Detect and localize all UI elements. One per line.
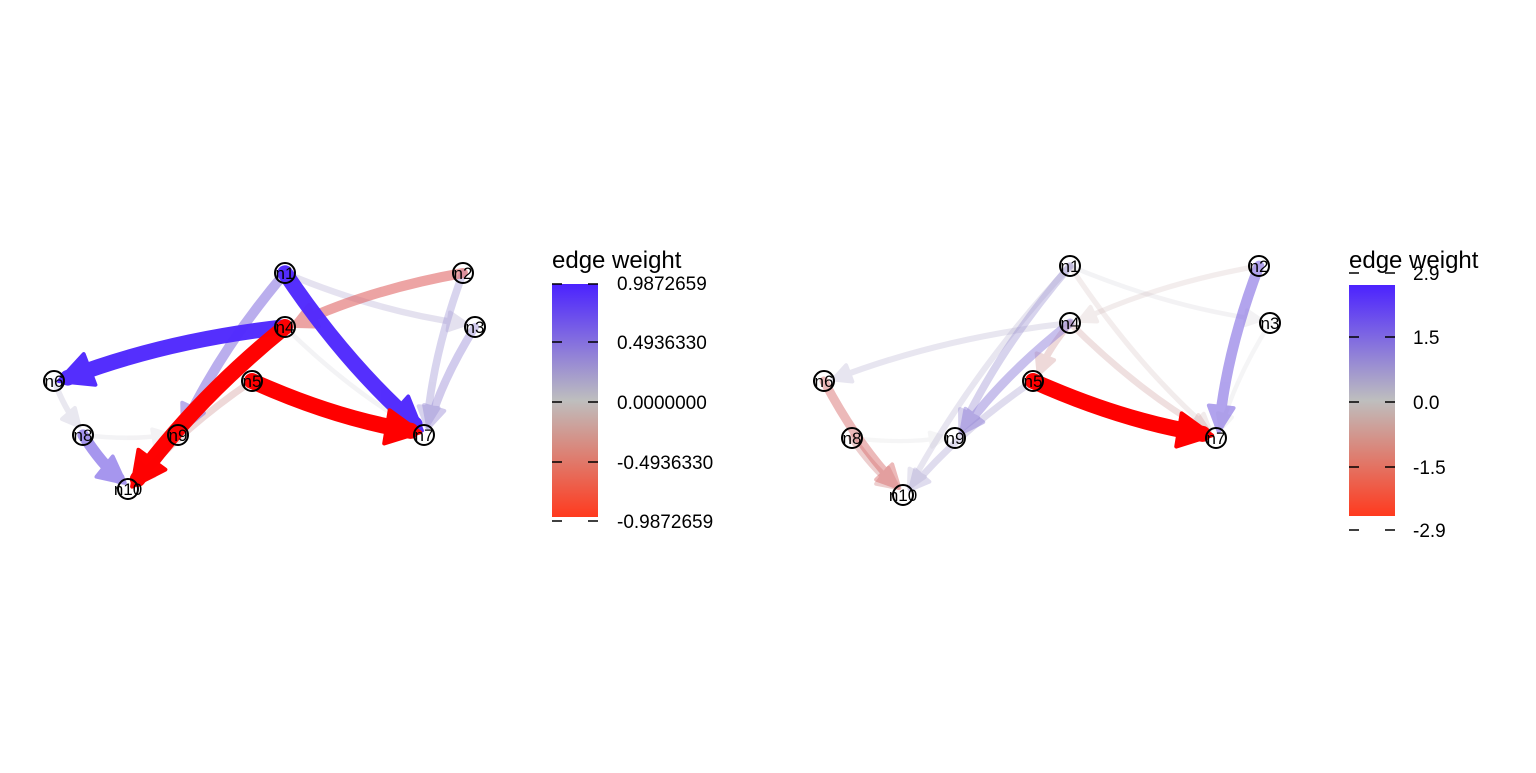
legend-tick-label: 2.9 <box>1413 264 1439 285</box>
node-n8: n8 <box>841 427 863 449</box>
node-n3: n3 <box>464 316 486 338</box>
edge-n1-n3 <box>281 269 469 333</box>
network-panel-right: n1 n2 n3 n4 n5 n6 n7 n8 n9 n10 edge weight 2.9 1.… <box>813 247 1479 542</box>
node-label: n4 <box>276 318 295 337</box>
legend-tick-label: -2.9 <box>1413 521 1446 542</box>
node-label: n9 <box>169 426 188 445</box>
node-layer: n1 n2 n3 n4 n5 n6 n7 n8 n9 n10 <box>813 255 1281 506</box>
node-label: n2 <box>1250 257 1269 276</box>
edge-n4-n6 <box>56 319 293 387</box>
node-label: n5 <box>243 372 262 391</box>
edge-n6-n8 <box>51 378 82 429</box>
node-label: n4 <box>1061 314 1080 333</box>
edge-n4-n10 <box>129 319 293 489</box>
legend-left: edge weight 0.9872659 0.4936330 0.000000… <box>552 247 713 533</box>
edge-n6-n10 <box>819 376 902 491</box>
legend-title: edge weight <box>552 247 682 274</box>
node-n7: n7 <box>1205 427 1227 449</box>
node-label: n9 <box>946 429 965 448</box>
node-label: n7 <box>1207 429 1226 448</box>
node-label: n8 <box>843 429 862 448</box>
edge-n1-n9 <box>958 262 1074 434</box>
node-label: n2 <box>454 264 473 283</box>
edge-n4-n6 <box>830 319 1074 384</box>
node-label: n3 <box>1261 314 1280 333</box>
legend-ticks <box>552 283 598 522</box>
edge-n2-n7 <box>416 269 467 430</box>
node-label: n6 <box>45 372 64 391</box>
node-label: n10 <box>114 480 142 499</box>
legend-colorbar <box>552 284 598 517</box>
node-layer: n1 n2 n3 n4 n5 n6 n7 n8 n9 n10 <box>43 262 486 500</box>
edge-n5-n10 <box>908 377 1037 492</box>
node-n5: n5 <box>241 370 263 392</box>
node-n10: n10 <box>114 478 142 500</box>
legend-title: edge weight <box>1349 247 1479 274</box>
edge-layer <box>819 260 1273 492</box>
node-n3: n3 <box>1259 312 1281 334</box>
node-n6: n6 <box>43 370 65 392</box>
node-n1: n1 <box>274 262 296 284</box>
node-label: n8 <box>74 426 93 445</box>
edge-n5-n7 <box>1025 373 1215 449</box>
edge-n8-n10 <box>77 429 127 485</box>
edge-layer <box>51 265 480 489</box>
node-n4: n4 <box>1059 312 1081 334</box>
node-n2: n2 <box>452 262 474 284</box>
legend-tick-label: 0.4936330 <box>617 333 707 354</box>
node-n9: n9 <box>944 427 966 449</box>
legend-right: edge weight 2.9 1.5 0.0 -1.5 -2.9 <box>1349 247 1479 542</box>
node-label: n1 <box>276 264 295 283</box>
node-n5: n5 <box>1022 370 1044 392</box>
node-label: n1 <box>1061 257 1080 276</box>
node-label: n5 <box>1024 372 1043 391</box>
node-n1: n1 <box>1059 255 1081 277</box>
edge-n3-n7 <box>422 322 480 431</box>
edge-n2-n4 <box>1077 263 1262 324</box>
edge-n8-n9 <box>80 427 171 447</box>
node-n2: n2 <box>1248 255 1270 277</box>
node-n10: n10 <box>889 484 917 506</box>
legend-ticks <box>1349 272 1395 531</box>
edge-n2-n7 <box>1206 260 1265 434</box>
node-label: n7 <box>415 426 434 445</box>
edge-n4-n5 <box>1034 319 1074 377</box>
legend-tick-label: 0.0 <box>1413 393 1439 414</box>
edge-n8-n10 <box>848 434 901 491</box>
legend-tick-label: 1.5 <box>1413 328 1439 349</box>
legend-tick-label: 0.9872659 <box>617 274 707 295</box>
node-n7: n7 <box>413 424 435 446</box>
legend-tick-label: 0.0000000 <box>617 393 707 414</box>
edge-n1-n10 <box>906 262 1074 491</box>
edge-n5-n7 <box>243 372 423 446</box>
node-n4: n4 <box>274 316 296 338</box>
node-label: n6 <box>815 372 834 391</box>
network-panel-left: n1 n2 n3 n4 n5 n6 n7 n8 n9 n10 edge weight 0.9872… <box>43 247 713 533</box>
legend-tick-label: -0.9872659 <box>617 512 713 533</box>
node-n9: n9 <box>167 424 189 446</box>
node-n6: n6 <box>813 370 835 392</box>
node-n8: n8 <box>72 424 94 446</box>
legend-tick-label: -1.5 <box>1413 458 1446 479</box>
edge-n4-n9 <box>959 318 1075 436</box>
node-label: n10 <box>889 486 917 505</box>
edge-n1-n3 <box>1067 263 1263 328</box>
legend-colorbar <box>1349 285 1395 516</box>
legend-tick-label: -0.4936330 <box>617 453 713 474</box>
node-label: n3 <box>466 318 485 337</box>
